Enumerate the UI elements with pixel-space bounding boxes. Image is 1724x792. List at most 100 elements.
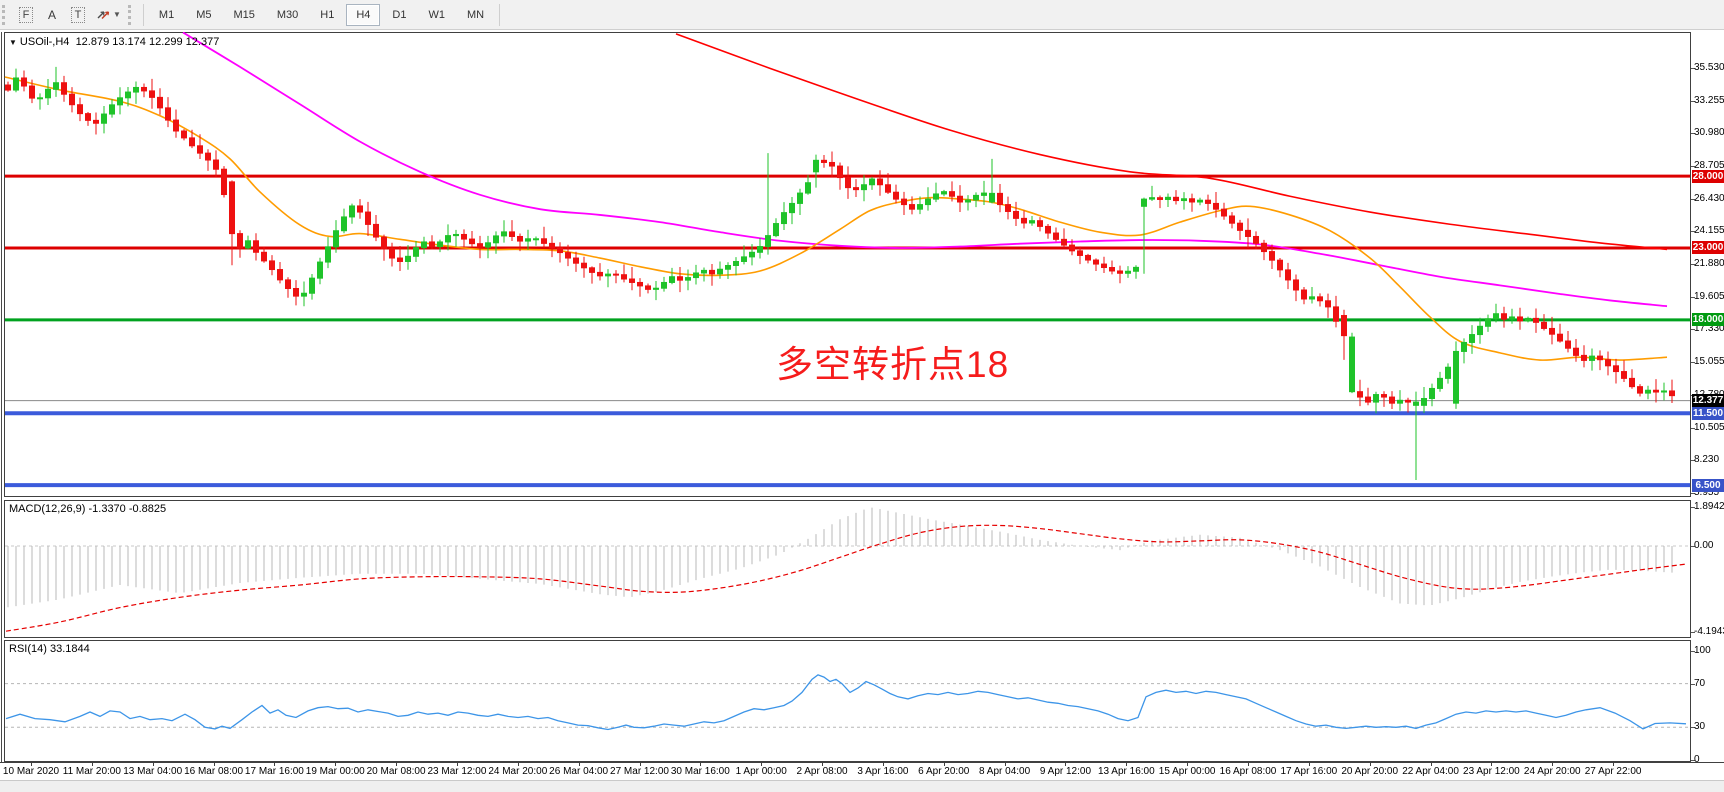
timeframe-button-H1[interactable]: H1 bbox=[310, 4, 344, 26]
time-axis-label: 20 Mar 08:00 bbox=[366, 766, 426, 777]
time-tick-mark bbox=[639, 763, 641, 766]
price-tick-label: 28.705 bbox=[1694, 159, 1724, 171]
macd-tick-label: 0.00 bbox=[1694, 540, 1714, 551]
time-axis-label: 23 Apr 12:00 bbox=[1463, 766, 1520, 777]
rsi-tick-label: 70 bbox=[1694, 677, 1706, 689]
time-axis-label: 11 Mar 20:00 bbox=[62, 766, 121, 777]
symbol-dropdown-icon[interactable]: ▼ bbox=[9, 38, 17, 47]
time-tick-mark bbox=[396, 763, 398, 766]
time-tick-mark bbox=[1187, 763, 1189, 766]
time-axis-label: 27 Mar 12:00 bbox=[610, 766, 669, 777]
text-tool-icon: T bbox=[70, 6, 86, 23]
price-tick-label: 21.880 bbox=[1694, 258, 1724, 270]
time-axis-label: 30 Mar 16:00 bbox=[670, 766, 730, 777]
fibonacci-tool-icon: F bbox=[18, 6, 34, 23]
price-tag-6.500: 6.500 bbox=[1692, 478, 1724, 492]
macd-label: MACD(12,26,9) -1.3370 -0.8825 bbox=[9, 503, 166, 515]
time-tick-mark bbox=[1430, 763, 1432, 766]
arrow-label-tool-button[interactable]: A bbox=[41, 4, 63, 26]
time-axis-label: 27 Apr 22:00 bbox=[1584, 766, 1642, 777]
time-axis-label: 19 Mar 00:00 bbox=[305, 766, 365, 777]
time-tick-mark bbox=[31, 763, 32, 766]
main-price-chart-canvas[interactable] bbox=[0, 32, 1692, 498]
time-tick-mark bbox=[91, 763, 93, 766]
timeframe-button-M15[interactable]: M15 bbox=[223, 4, 264, 26]
time-axis-label: 1 Apr 00:00 bbox=[735, 766, 787, 777]
time-axis-label: 26 Mar 04:00 bbox=[549, 766, 609, 777]
time-tick-mark bbox=[517, 763, 519, 766]
macd-tick-label: 1.8942 bbox=[1694, 501, 1724, 513]
timeframe-button-W1[interactable]: W1 bbox=[418, 4, 455, 26]
fibonacci-tool-button[interactable]: F bbox=[15, 4, 37, 26]
time-axis-label: 10 Mar 2020 bbox=[2, 766, 60, 777]
time-tick-mark bbox=[943, 763, 945, 766]
timeframe-button-M5[interactable]: M5 bbox=[186, 4, 221, 26]
price-tick-label: 5.955 bbox=[1694, 486, 1720, 498]
time-tick-mark bbox=[822, 763, 824, 766]
price-tick-label: 26.430 bbox=[1694, 192, 1724, 204]
dropdown-caret-icon: ▼ bbox=[113, 10, 121, 19]
price-tick-label: 8.230 bbox=[1694, 454, 1720, 466]
time-axis-label: 16 Mar 08:00 bbox=[184, 766, 244, 777]
time-tick-mark bbox=[1491, 763, 1493, 766]
price-tick-label: 15.055 bbox=[1694, 356, 1724, 368]
price-tick-label: 33.255 bbox=[1694, 94, 1724, 106]
window-left-edge bbox=[1, 32, 2, 780]
time-axis-label: 13 Mar 04:00 bbox=[123, 766, 183, 777]
time-axis-label: 20 Apr 20:00 bbox=[1341, 766, 1399, 777]
rsi-value: 33.1844 bbox=[49, 643, 90, 655]
time-tick-mark bbox=[456, 763, 458, 766]
time-axis-label: 15 Apr 00:00 bbox=[1158, 766, 1216, 777]
toolbar-separator bbox=[499, 3, 501, 26]
time-tick-mark bbox=[274, 763, 276, 766]
toolbar-drag-handle[interactable] bbox=[2, 4, 10, 25]
time-tick-mark bbox=[1004, 763, 1006, 766]
time-tick-mark bbox=[1248, 763, 1249, 766]
macd-tick-label: -4.1943 bbox=[1694, 626, 1724, 638]
time-tick-mark bbox=[761, 763, 763, 766]
time-tick-mark bbox=[1126, 763, 1128, 766]
time-tick-mark bbox=[578, 763, 580, 766]
timeframe-button-MN[interactable]: MN bbox=[457, 4, 494, 26]
price-tick-label: 24.155 bbox=[1694, 225, 1724, 237]
time-axis-label: 23 Mar 12:00 bbox=[427, 766, 487, 777]
rsi-tick-label: 30 bbox=[1694, 721, 1706, 733]
macd-indicator-canvas[interactable] bbox=[0, 500, 1692, 638]
rsi-tick-label: 100 bbox=[1694, 644, 1711, 656]
price-tick-label: 17.330 bbox=[1694, 323, 1724, 335]
timeframe-button-H4[interactable]: H4 bbox=[346, 3, 381, 26]
chart-symbol-period: USOil-,H4 bbox=[19, 36, 70, 48]
time-axis-label: 8 Apr 04:00 bbox=[979, 766, 1031, 777]
rsi-indicator-canvas[interactable] bbox=[0, 640, 1692, 762]
time-axis-label: 9 Apr 12:00 bbox=[1039, 766, 1092, 777]
time-axis-label: 3 Apr 16:00 bbox=[857, 766, 909, 777]
chart-annotation-text[interactable]: 多空转折点18 bbox=[776, 344, 1010, 385]
time-axis-label: 24 Mar 20:00 bbox=[488, 766, 548, 777]
price-tag-18.000: 18.000 bbox=[1692, 313, 1724, 327]
macd-name: MACD(12,26,9) bbox=[9, 503, 86, 515]
price-tick-label: 35.530 bbox=[1694, 61, 1724, 73]
timeframe-button-M1[interactable]: M1 bbox=[149, 4, 184, 26]
time-axis[interactable]: 10 Mar 2020 11 Mar 20:00 13 Mar 04:00 16 Ma… bbox=[0, 762, 1724, 780]
timeframe-button-D1[interactable]: D1 bbox=[382, 4, 416, 26]
timeframe-bar-drag-handle[interactable] bbox=[127, 4, 136, 25]
time-tick-mark bbox=[1613, 763, 1615, 766]
window-bottom-strip bbox=[0, 780, 1724, 792]
price-tick-label: 12.780 bbox=[1694, 388, 1724, 400]
timeframe-button-M30[interactable]: M30 bbox=[267, 4, 308, 26]
price-tag-23.000: 23.000 bbox=[1692, 241, 1724, 255]
time-tick-mark bbox=[335, 763, 337, 766]
chart-title: ▼ USOil-,H4 12.879 13.174 12.299 12.377 bbox=[9, 36, 219, 48]
text-tool-button[interactable]: T bbox=[67, 4, 89, 26]
cursor-arrows-tool-button[interactable]: ▼ bbox=[93, 4, 124, 26]
time-tick-mark bbox=[1369, 763, 1371, 766]
price-tick-label: 19.605 bbox=[1694, 290, 1724, 302]
price-tick-label: 10.505 bbox=[1694, 421, 1724, 433]
rsi-name: RSI(14) bbox=[9, 643, 47, 655]
chart-ohlc-values: 12.879 13.174 12.299 12.377 bbox=[75, 36, 220, 48]
price-tick-label: 30.980 bbox=[1694, 127, 1724, 139]
time-tick-mark bbox=[700, 763, 702, 766]
price-tag-12.377: 12.377 bbox=[1692, 394, 1724, 408]
time-tick-mark bbox=[152, 763, 154, 766]
